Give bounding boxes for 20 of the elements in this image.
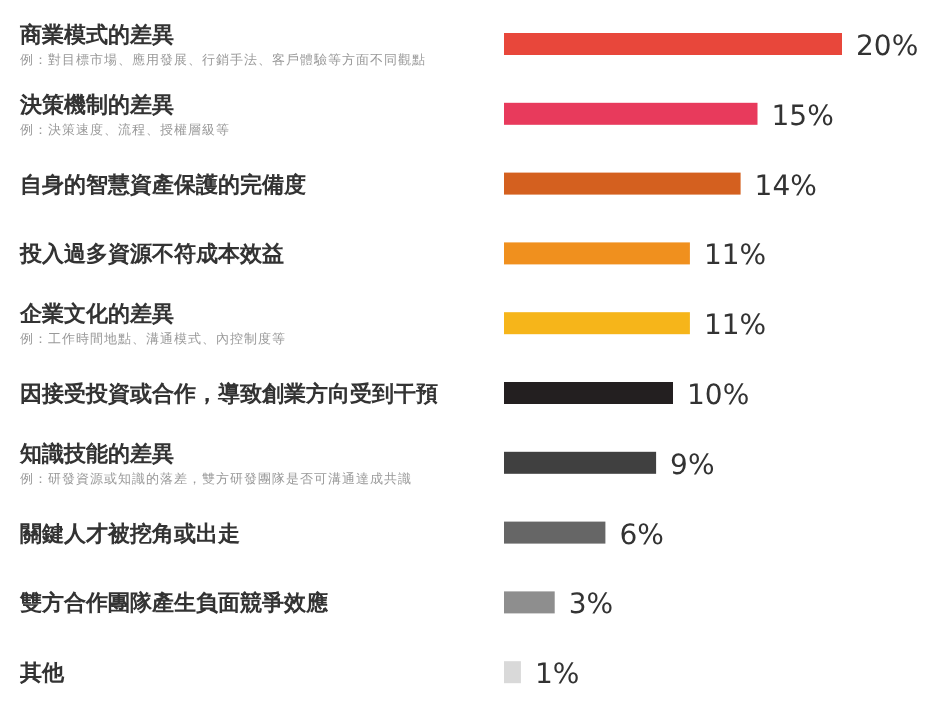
data-label: 9% — [670, 449, 715, 482]
y-tick-label: 企業文化的差異 — [18, 301, 174, 328]
data-label: 6% — [619, 519, 664, 552]
data-label: 1% — [534, 659, 580, 692]
data-label: 20% — [856, 31, 919, 63]
y-tick-label: 雙方合作團隊產生負面競爭效應 — [18, 590, 330, 617]
data-label: 15% — [771, 100, 834, 133]
y-tick-label: 關鍵人才被挖角或出走 — [20, 520, 240, 547]
y-tick-label: 商業模式的差異 — [18, 22, 174, 48]
data-label: 10% — [687, 380, 750, 412]
y-tick-label: 投入過多資源不符成本效益 — [18, 241, 284, 268]
y-tick-label: 知識技能的差異 — [18, 440, 174, 467]
y-tick-label: 因接受投資或合作，導致創業方向受到干預 — [20, 381, 438, 407]
data-label: 11% — [703, 240, 767, 273]
y-tick-label: 自身的智慧資產保護的完備度 — [20, 171, 306, 198]
data-label: 14% — [754, 170, 817, 203]
y-tick-label: 決策機制的差異 — [18, 91, 174, 118]
data-label: 11% — [703, 310, 767, 343]
data-label: 3% — [568, 589, 614, 622]
y-tick-label: 其他 — [18, 660, 66, 687]
